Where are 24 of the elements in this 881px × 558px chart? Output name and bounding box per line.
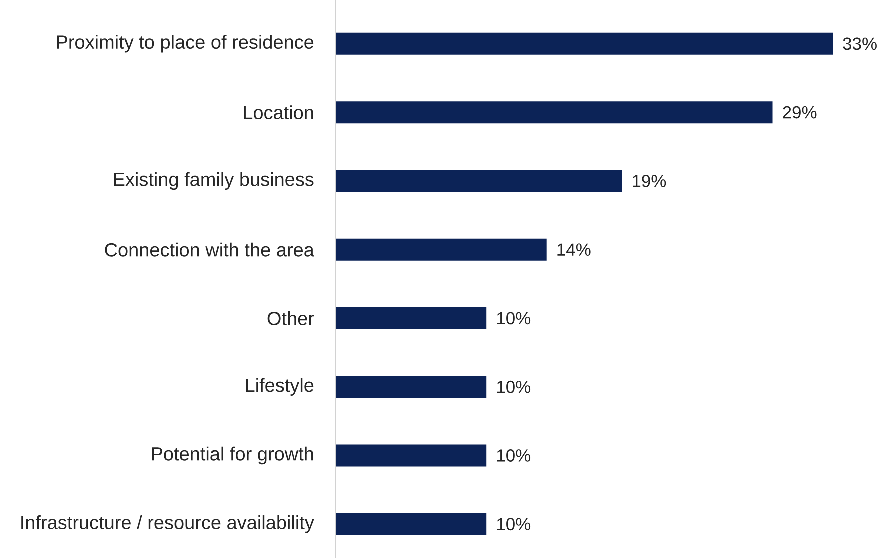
data-label: 33%: [843, 38, 877, 50]
data-label: 10%: [497, 380, 531, 394]
y-tick-label: Proximity to place of residence: [57, 35, 314, 53]
bar: [336, 444, 487, 467]
bar: [336, 102, 773, 124]
bar: [336, 238, 547, 261]
bar: [336, 376, 487, 398]
bar: [336, 32, 834, 55]
data-label: 10%: [497, 312, 531, 325]
bar: [336, 307, 487, 330]
y-tick-label: Existing family business: [114, 172, 314, 190]
y-tick-label: Connection with the area: [105, 242, 314, 257]
y-tick-label: Potential for growth: [152, 446, 314, 465]
y-tick-label: Infrastructure / resource availability: [22, 516, 314, 534]
bar: [336, 170, 622, 192]
data-label: 10%: [497, 518, 531, 531]
data-label: 19%: [633, 175, 666, 188]
bar: [336, 513, 487, 536]
data-label: 14%: [558, 244, 591, 256]
y-tick-label: Other: [268, 311, 314, 326]
y-tick-label: Lifestyle: [246, 378, 314, 396]
data-label: 29%: [783, 106, 817, 119]
data-label: 10%: [497, 450, 531, 462]
y-tick-label: Location: [244, 106, 314, 120]
